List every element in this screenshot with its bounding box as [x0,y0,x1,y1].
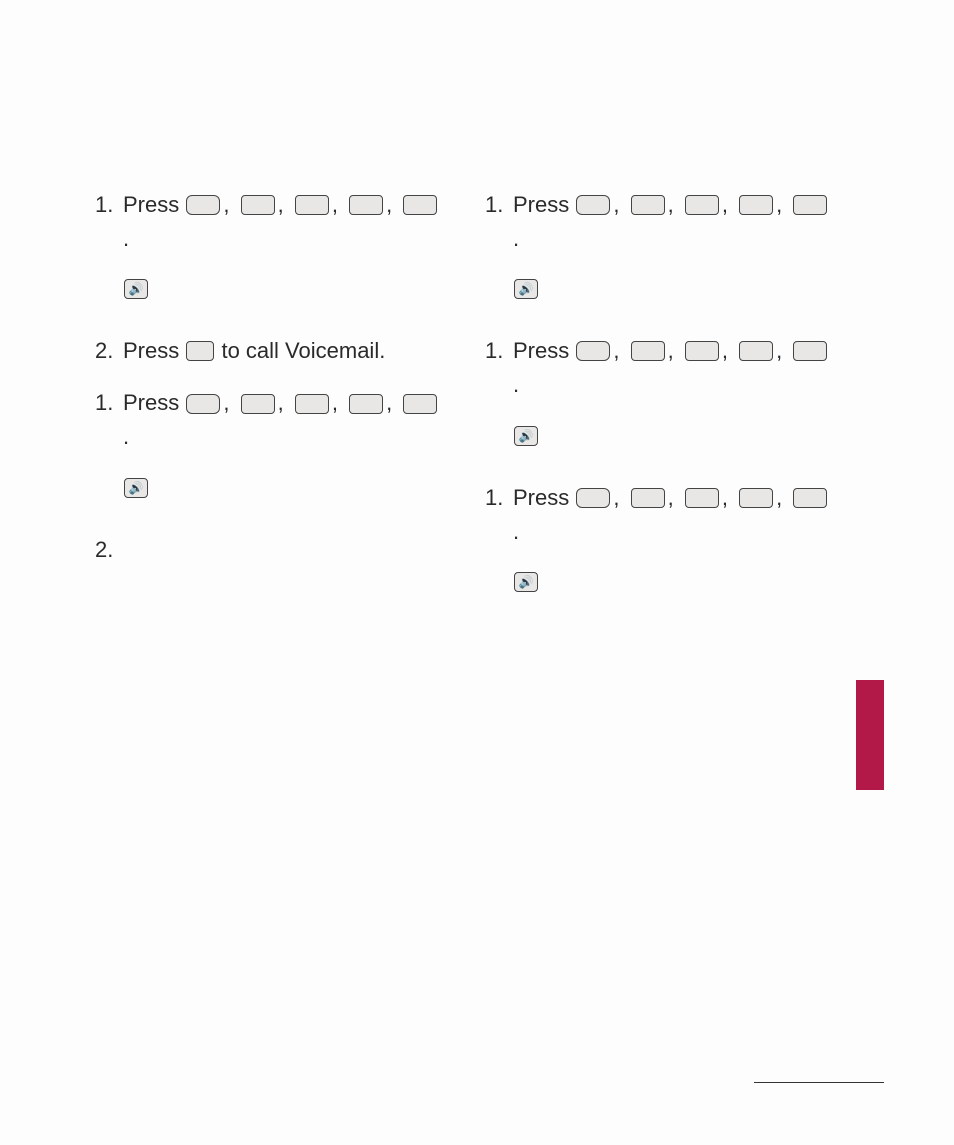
voice-key-icon: 🔊 [514,279,538,299]
alt-instruction: 🔊 [513,418,830,452]
send-key-icon [186,341,214,361]
key-1-icon [295,394,329,414]
ok-key-icon [186,195,220,215]
key-1-icon [739,488,773,508]
key-8-icon [631,195,665,215]
key-1-icon [739,195,773,215]
alt-instruction: 🔊 [513,272,830,306]
ok-key-icon [576,341,610,361]
side-tab-icon [856,680,884,790]
page-footer [754,1082,884,1095]
content-columns: 1. Press , , , , . 🔊 2. Press to call Vo… [95,170,884,627]
key-2-icon [403,195,437,215]
key-1-icon [295,195,329,215]
key-1-icon [685,488,719,508]
key-8-icon [631,341,665,361]
voice-key-icon: 🔊 [124,478,148,498]
key-1-icon [349,195,383,215]
key-4-icon [793,195,827,215]
ok-key-icon [576,195,610,215]
voice-key-icon: 🔊 [124,279,148,299]
voice-key-icon: 🔊 [514,572,538,592]
key-8-icon [631,488,665,508]
step: 2. [95,533,440,567]
footer-divider [754,1082,884,1083]
right-column: 1. Press , , , , . 🔊 1. Press , , , , [485,170,830,627]
step: 1. Press , , , , . [485,334,830,402]
key-5-icon [793,341,827,361]
ok-key-icon [576,488,610,508]
key-1-icon [349,394,383,414]
key-6-icon [793,488,827,508]
left-column: 1. Press , , , , . 🔊 2. Press to call Vo… [95,170,440,627]
step: 1. Press , , , , . [95,386,440,454]
key-1-icon [685,195,719,215]
alt-instruction: 🔊 [123,272,440,306]
step: 2. Press to call Voicemail. [95,334,440,368]
key-8-icon [241,394,275,414]
step: 1. Press , , , , . [485,188,830,256]
alt-instruction: 🔊 [513,565,830,599]
key-3-icon [403,394,437,414]
key-1-icon [739,341,773,361]
alt-instruction: 🔊 [123,471,440,505]
voice-key-icon: 🔊 [514,426,538,446]
ok-key-icon [186,394,220,414]
key-1-icon [685,341,719,361]
step: 1. Press , , , , . [485,481,830,549]
key-8-icon [241,195,275,215]
step: 1. Press , , , , . [95,188,440,256]
